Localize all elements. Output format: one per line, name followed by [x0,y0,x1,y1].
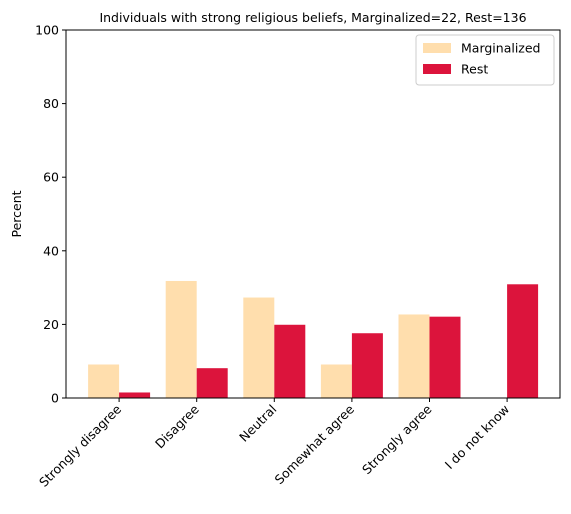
x-tick-label: Somewhat agree [271,401,357,487]
legend: Marginalized Rest [415,34,555,86]
plot-frame [65,29,561,399]
bar-rest-0 [119,392,151,398]
x-tick-label: Strongly agree [359,401,435,477]
y-axis: 0 20 40 60 80 100 [35,23,66,406]
y-tick-label: 60 [43,170,59,185]
x-tick-label: Neutral [236,402,279,445]
y-axis-label: Percent [9,190,24,237]
y-tick-label: 100 [35,23,59,38]
x-axis: Strongly disagree Disagree NeutralSomewhat… [36,398,512,490]
y-tick-label: 40 [43,243,59,258]
bar-rest-1 [196,368,228,398]
legend-swatch [423,64,451,74]
legend-label: Rest [461,62,488,77]
bar-rest-2 [274,324,306,398]
bar-marginalized-2 [243,297,275,398]
bar-rest-5 [507,284,539,398]
y-tick-label: 80 [43,96,59,111]
bar-marginalized-0 [88,364,120,398]
x-tick-label: I do not know [442,402,513,473]
bar-rest-4 [429,316,461,398]
chart-title: Individuals with strong religious belief… [99,10,526,25]
legend-label: Marginalized [461,41,541,56]
bar-rest-3 [351,333,383,398]
x-tick-label: Disagree [152,401,202,451]
x-tick-label: Strongly disagree [36,401,124,489]
y-tick-label: 0 [51,391,59,406]
y-tick-label: 20 [43,317,59,332]
bar-marginalized-3 [320,364,352,398]
bar-marginalized-4 [398,314,430,398]
bars-layer [88,280,539,398]
bar-marginalized-1 [165,280,197,398]
legend-swatch [423,43,451,53]
